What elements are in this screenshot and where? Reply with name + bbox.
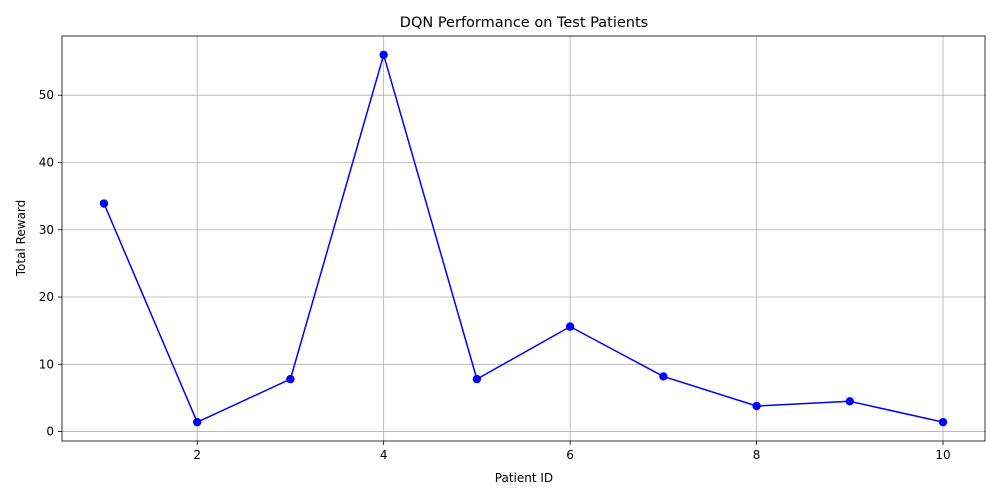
data-point bbox=[752, 401, 761, 411]
plot-frame bbox=[61, 35, 986, 442]
chart-title: DQN Performance on Test Patients bbox=[400, 15, 648, 31]
grid bbox=[62, 36, 985, 441]
y-tick-label: 0 bbox=[46, 425, 54, 439]
y-tick-label: 20 bbox=[39, 290, 54, 304]
x-axis: 2 4 6 8 10 bbox=[193, 441, 951, 462]
data-point bbox=[659, 372, 668, 381]
data-point bbox=[286, 374, 295, 384]
y-tick-label: 50 bbox=[39, 88, 54, 102]
data-point bbox=[938, 417, 948, 427]
data-point bbox=[472, 374, 482, 384]
x-tick-label: 8 bbox=[753, 448, 761, 462]
data-point bbox=[565, 322, 575, 331]
y-tick-label: 10 bbox=[39, 357, 54, 371]
data-point bbox=[192, 417, 202, 427]
y-tick-label: 40 bbox=[39, 155, 54, 169]
y-axis: 0 10 20 30 40 50 bbox=[39, 88, 62, 439]
x-tick-label: 6 bbox=[566, 448, 574, 462]
x-axis-label: Patient ID bbox=[495, 471, 553, 485]
data-point bbox=[845, 397, 855, 406]
data-point bbox=[99, 199, 109, 208]
x-tick-label: 10 bbox=[935, 448, 950, 462]
series-layer bbox=[99, 50, 948, 427]
x-tick-label: 4 bbox=[380, 448, 388, 462]
data-point bbox=[379, 50, 388, 60]
y-axis-label: Total Reward bbox=[14, 200, 28, 278]
x-tick-label: 2 bbox=[193, 448, 201, 462]
series-line bbox=[103, 54, 944, 423]
y-tick-label: 30 bbox=[39, 223, 54, 237]
